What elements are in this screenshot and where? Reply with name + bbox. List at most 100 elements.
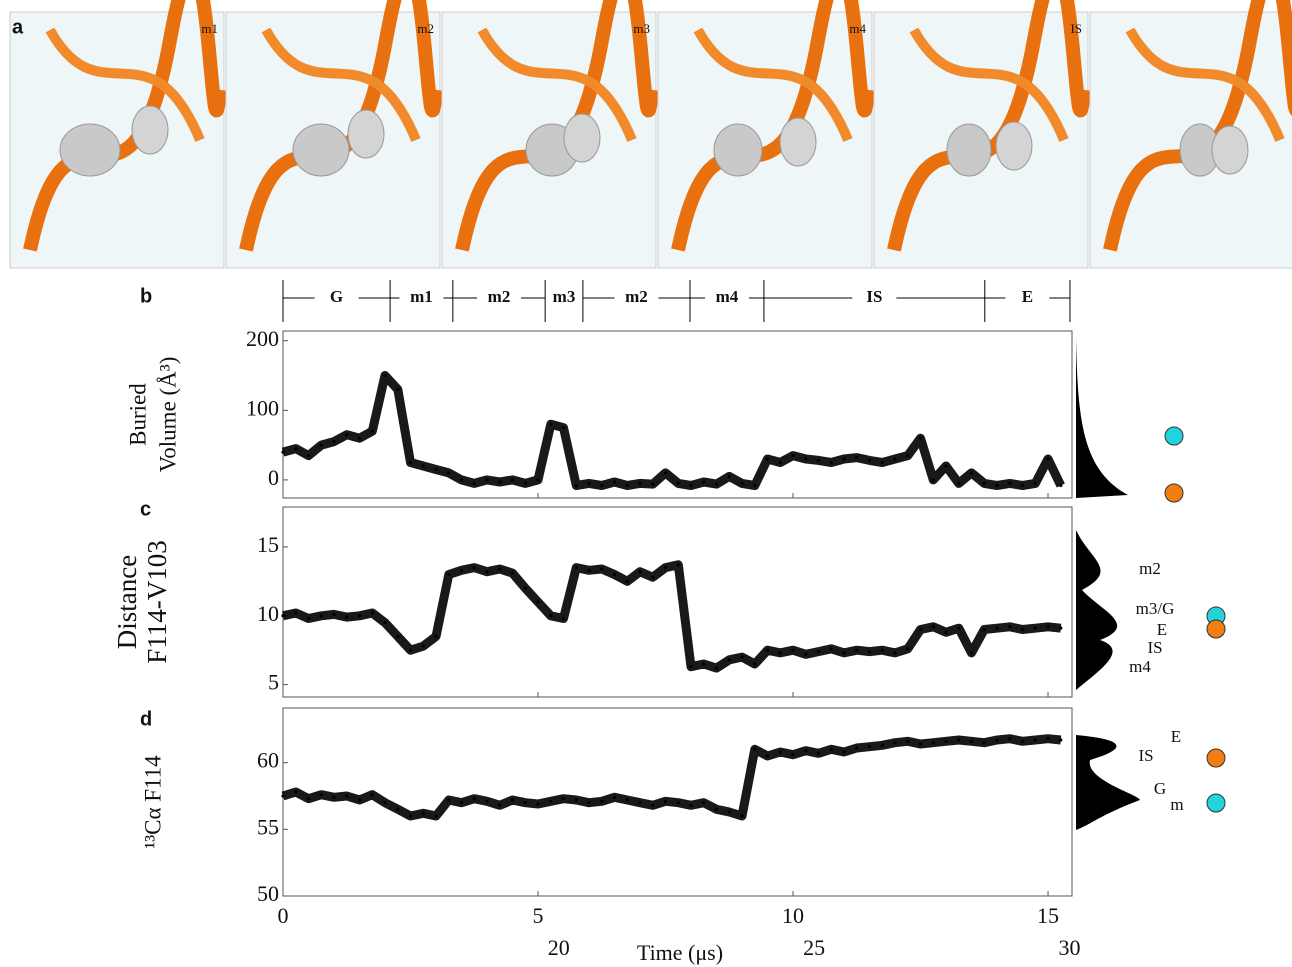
data-point (740, 814, 744, 818)
data-point (306, 453, 311, 458)
data-point (396, 387, 400, 392)
data-point (408, 460, 413, 465)
y-tick-label: 0 (268, 465, 279, 490)
data-point (485, 570, 489, 574)
x2-tick-label: 20 (548, 935, 570, 960)
data-point (995, 483, 999, 488)
data-point (880, 648, 884, 652)
y-tick-label: 200 (246, 326, 279, 351)
data-point (842, 457, 846, 461)
data-point (689, 665, 693, 669)
data-point (893, 741, 897, 745)
data-point (995, 626, 999, 630)
data-point (714, 666, 719, 670)
cavity (292, 123, 350, 177)
data-point (536, 802, 540, 806)
annotation: IS (1138, 746, 1153, 765)
data-trace (282, 560, 1062, 673)
data-point (319, 443, 323, 447)
x-axis-label: Time (μs) (637, 940, 723, 965)
data-point (969, 651, 974, 655)
helix (45, 27, 205, 142)
helix (239, 0, 443, 252)
y-tick-label: 15 (257, 532, 279, 557)
data-point (689, 483, 693, 488)
data-point (574, 565, 578, 570)
y-axis-label: Buried (125, 383, 150, 446)
annotation: E (1171, 727, 1181, 746)
data-point (663, 799, 668, 803)
plot-frame (282, 506, 1073, 698)
data-point (676, 801, 680, 805)
data-point (638, 801, 642, 805)
data-point (702, 480, 706, 484)
cavity (1211, 125, 1249, 175)
cavity (713, 123, 763, 177)
data-point (663, 565, 668, 570)
snapshot-label: m3 (633, 21, 650, 36)
data-point (651, 575, 655, 579)
data-point (1008, 625, 1012, 629)
data-point (421, 811, 425, 815)
data-point (549, 799, 553, 803)
data-point (281, 614, 285, 618)
data-point (306, 616, 311, 621)
data-point (893, 457, 897, 461)
data-point (791, 753, 795, 757)
data-point (345, 794, 349, 798)
data-point (510, 798, 515, 802)
data-point (689, 803, 693, 807)
state-label: G (330, 287, 343, 306)
data-point (612, 572, 617, 577)
data-point (804, 652, 808, 656)
data-point (485, 799, 489, 803)
data-point (345, 433, 349, 437)
y-axis-label: F114-V103 (142, 540, 172, 664)
x2-tick-label: 25 (803, 935, 825, 960)
state-label: m2 (625, 287, 648, 306)
data-point (498, 480, 502, 484)
data-point (931, 478, 935, 482)
data-point (791, 453, 795, 458)
data-point (447, 798, 451, 802)
helix (887, 0, 1091, 252)
cavity (946, 123, 992, 177)
helix (455, 0, 659, 252)
x-tick-label: 0 (278, 903, 289, 928)
data-point (587, 568, 591, 572)
helix (261, 27, 421, 142)
data-point (625, 483, 629, 488)
helix (909, 27, 1069, 142)
data-point (816, 649, 821, 654)
y-axis-label: Distance (112, 555, 142, 649)
data-point (906, 739, 910, 743)
data-point (523, 481, 527, 485)
data-point (651, 803, 655, 807)
annotation: E (1157, 620, 1167, 639)
data-point (778, 460, 782, 465)
data-point (995, 738, 999, 742)
panel-label: d (140, 708, 152, 730)
data-point (332, 795, 336, 799)
data-point (523, 586, 527, 590)
cavity (59, 123, 121, 177)
data-point (957, 626, 961, 630)
cavity (779, 117, 817, 167)
data-point (370, 611, 374, 615)
histograms (1076, 340, 1140, 830)
data-point (676, 563, 680, 567)
data-point (957, 481, 961, 485)
data-point (727, 810, 731, 814)
y-axis-label: Volume (Å³) (155, 357, 180, 473)
data-point (969, 739, 974, 743)
y-tick-label: 10 (257, 601, 279, 626)
data-point (485, 478, 489, 482)
snapshot-label: m1 (201, 21, 218, 36)
data-point (625, 579, 629, 583)
data-point (855, 456, 859, 460)
data-trace (281, 734, 1062, 821)
data-point (651, 482, 655, 486)
data-point (982, 481, 986, 485)
panel-label: a (12, 16, 24, 38)
